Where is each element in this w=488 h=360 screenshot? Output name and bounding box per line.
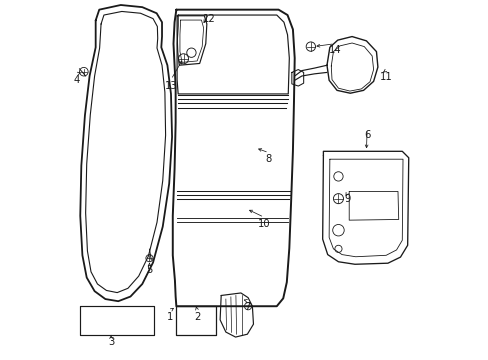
Text: 12: 12	[203, 14, 215, 24]
Text: 3: 3	[108, 337, 114, 347]
Text: 10: 10	[257, 219, 270, 229]
Text: 2: 2	[194, 312, 200, 322]
Text: 8: 8	[265, 154, 271, 164]
Text: 5: 5	[146, 265, 152, 275]
Text: 9: 9	[344, 194, 350, 204]
Text: 13: 13	[164, 81, 177, 91]
Text: 4: 4	[73, 75, 80, 85]
Text: 7: 7	[244, 302, 250, 312]
Text: 11: 11	[379, 72, 392, 82]
Text: 14: 14	[328, 45, 341, 55]
Text: 1: 1	[167, 312, 173, 322]
Text: 6: 6	[363, 130, 369, 140]
